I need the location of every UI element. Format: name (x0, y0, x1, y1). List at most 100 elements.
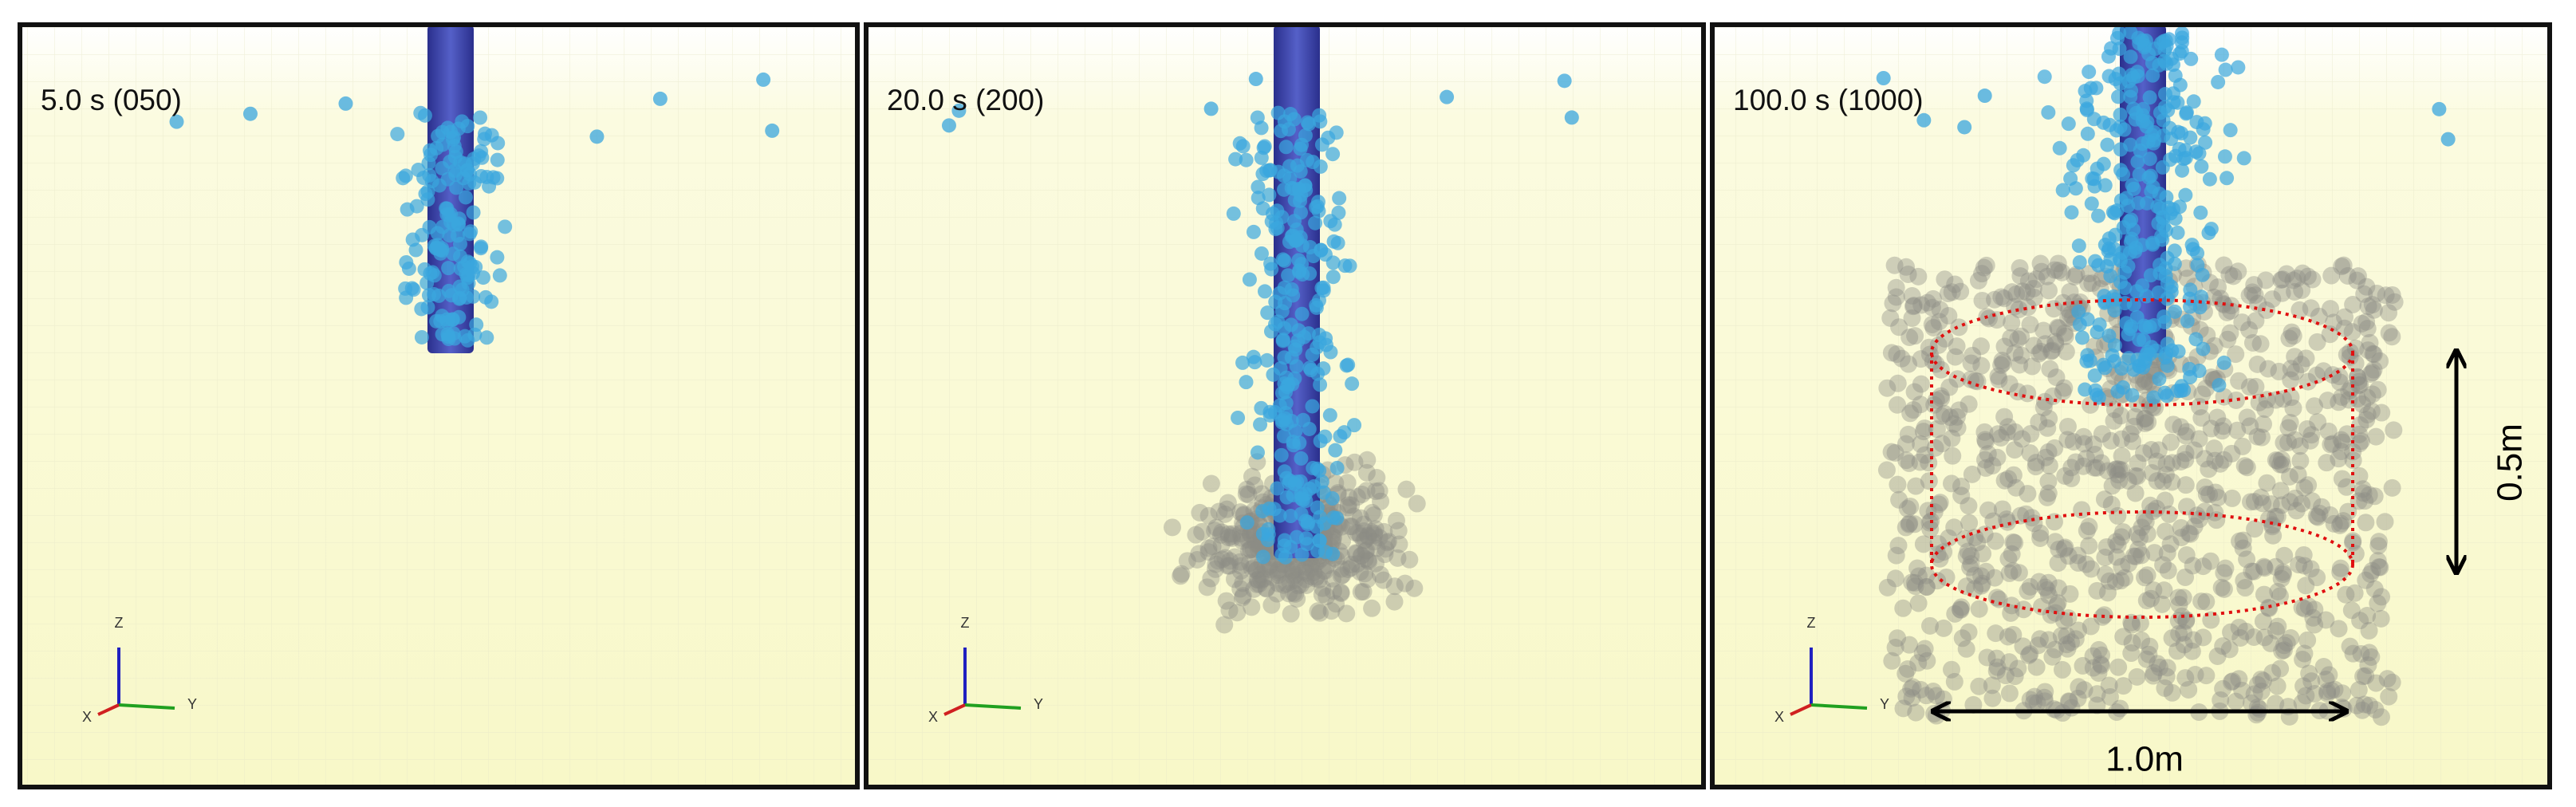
particle (2193, 205, 2208, 220)
particle (1223, 527, 1241, 545)
particle (2128, 667, 2146, 686)
particle (2294, 651, 2312, 669)
particle (2091, 208, 2106, 223)
particle (1999, 628, 2017, 646)
particle (1983, 456, 2002, 474)
particle (2286, 348, 2304, 366)
particle (2145, 68, 2160, 83)
particle (1900, 454, 1918, 472)
particle (2096, 549, 2114, 567)
particle (1341, 518, 1359, 536)
particle (1912, 680, 1930, 699)
time-label: 100.0 s (1000) (1733, 84, 1924, 116)
particle (1333, 532, 1351, 550)
particle (1900, 636, 1919, 654)
particle (2125, 417, 2143, 435)
particle (2363, 385, 2381, 404)
particle (2175, 624, 2193, 642)
particle (2124, 432, 2142, 451)
particle (1363, 503, 1381, 522)
particle (2351, 416, 2369, 435)
particle (2113, 528, 2131, 546)
particle (2109, 466, 2127, 484)
particle (1231, 562, 1250, 581)
particle (2096, 357, 2111, 372)
particle (1245, 558, 1263, 577)
particle (2208, 647, 2227, 665)
particle (1254, 400, 1269, 415)
particle (2154, 472, 2172, 490)
particle (2064, 205, 2079, 220)
particle (1329, 510, 1345, 526)
particle (2157, 53, 2172, 69)
particle (2021, 316, 2039, 334)
particle (2090, 640, 2108, 659)
particle (2100, 676, 2118, 695)
particle (2085, 171, 2100, 186)
particle (2067, 266, 2086, 284)
particle (1272, 285, 1287, 301)
particle (2259, 360, 2277, 378)
particle (2263, 516, 2282, 534)
particle (1357, 463, 1376, 482)
particle (2188, 332, 2204, 347)
particle (1957, 120, 1972, 135)
particle (2030, 630, 2049, 648)
particle (1281, 573, 1299, 591)
particle (242, 106, 258, 121)
particle (2074, 457, 2093, 475)
particle (2359, 656, 2377, 675)
particle (2357, 313, 2376, 331)
particle (1345, 376, 1360, 392)
particle (2130, 69, 2145, 84)
particle (2342, 601, 2361, 620)
particle (2243, 562, 2261, 581)
particle (1269, 561, 1287, 580)
particle (1242, 541, 1260, 559)
particle (1289, 577, 1307, 595)
particle (2093, 425, 2111, 443)
particle (2052, 627, 2070, 645)
particle (2130, 529, 2149, 547)
particle (2353, 701, 2372, 719)
particle (1913, 644, 1932, 662)
particle (2248, 675, 2267, 694)
particle (2009, 659, 2027, 678)
particle (2321, 325, 2339, 344)
particle (452, 290, 467, 305)
particle (2158, 33, 2173, 48)
particle (2136, 569, 2154, 587)
particle (2021, 444, 2039, 463)
particle (1233, 532, 1251, 550)
particle (1250, 575, 1268, 593)
particle (1917, 578, 1936, 596)
particle (422, 167, 437, 183)
particle (2170, 596, 2188, 614)
particle (2154, 556, 2172, 574)
particle (2068, 181, 2083, 196)
particle (2190, 430, 2208, 448)
particle (2361, 364, 2380, 383)
particle (2129, 541, 2147, 559)
particle (1348, 555, 1366, 573)
particle (2358, 405, 2377, 423)
particle (1269, 566, 1287, 585)
particle (2267, 507, 2285, 526)
particle (2003, 313, 2021, 332)
particle (1978, 648, 1996, 667)
particle (1332, 560, 1350, 578)
particle (2062, 699, 2081, 717)
particle (2196, 478, 2214, 497)
particle (1279, 380, 1294, 395)
particle (2148, 472, 2166, 490)
particle (2172, 77, 2188, 93)
particle (2333, 470, 2351, 488)
particle (2314, 657, 2333, 675)
particle (2268, 507, 2286, 526)
particle (2058, 636, 2076, 654)
particle (1239, 375, 1254, 390)
particle (1286, 565, 1304, 584)
particle (1995, 407, 2014, 426)
particle (2097, 537, 2116, 556)
particle (2114, 628, 2133, 646)
